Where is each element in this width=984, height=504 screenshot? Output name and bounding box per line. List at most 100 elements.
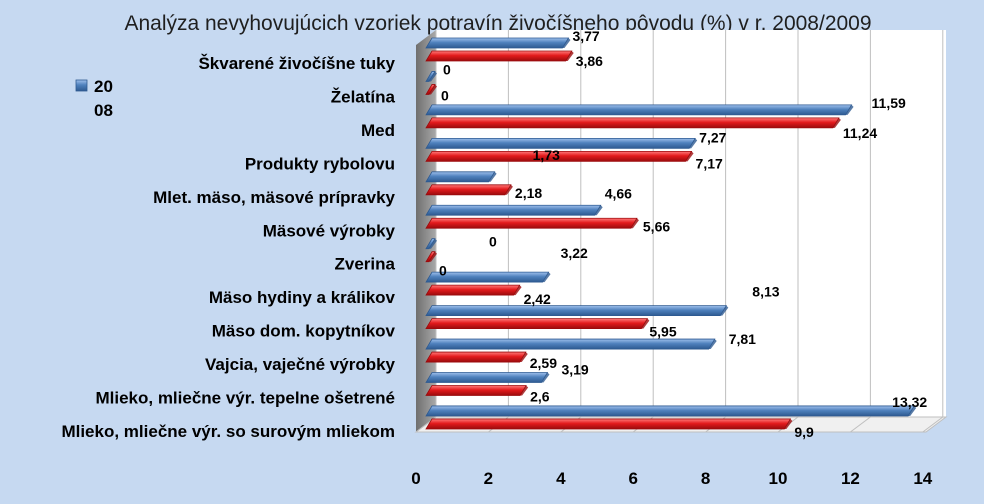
x-tick-label: 12 xyxy=(841,469,860,488)
x-tick-label: 6 xyxy=(628,469,637,488)
bar-end-cap xyxy=(513,285,522,296)
chart-title: Analýza nevyhovujúcich vzoriek potravín … xyxy=(124,12,871,35)
bar-2008 xyxy=(425,204,602,216)
gridline-floor xyxy=(922,416,944,433)
category-label: Mlieko, mliečne výr. tepelne ošetrené xyxy=(95,389,395,408)
bar-2008 xyxy=(425,338,716,350)
bar-end-cap xyxy=(594,205,603,216)
bar-end-cap xyxy=(708,339,717,350)
bar-2009 xyxy=(425,318,649,329)
bar-end-cap xyxy=(562,38,571,48)
bar-2008 xyxy=(425,137,696,149)
category-label: Mäso hydiny a králikov xyxy=(209,288,396,307)
bar-end-cap xyxy=(641,318,650,329)
bar-2009 xyxy=(425,117,840,129)
bar-end-cap xyxy=(519,352,528,363)
data-label-2009: 7,17 xyxy=(696,155,723,171)
data-label-2009: 5,66 xyxy=(643,218,670,234)
category-label: Mlieko, mliečne výr. so surovým mliekom xyxy=(61,422,395,441)
bar-end-cap xyxy=(542,272,551,283)
x-tick-label: 4 xyxy=(556,469,566,488)
data-label-2008: 0 xyxy=(443,61,451,77)
bar-end-cap xyxy=(685,151,694,162)
legend-label-line2: 08 xyxy=(94,101,113,120)
category-label: Produkty rybolovu xyxy=(245,154,395,173)
bar-2008 xyxy=(425,405,915,417)
bar-end-cap xyxy=(720,305,729,316)
x-tick-label: 0 xyxy=(411,469,420,488)
category-labels: Škvarené živočíšne tuky Želatína Med Produk… xyxy=(61,54,395,441)
data-label-2009: 2,42 xyxy=(524,291,551,307)
data-label-2009: 5,95 xyxy=(649,324,676,340)
data-label-2008: 3,22 xyxy=(561,245,588,261)
bar-2009 xyxy=(425,351,527,363)
bar-end-cap xyxy=(832,117,841,128)
bar-2008 xyxy=(425,171,496,183)
bar-2009 xyxy=(425,418,792,430)
category-label: Vajcia, vaječné výrobky xyxy=(205,355,396,374)
bar-2008 xyxy=(425,104,853,116)
data-label-2008: 11,59 xyxy=(872,95,906,111)
data-label-2009: 3,86 xyxy=(576,53,603,69)
bar-end-cap xyxy=(845,104,854,115)
x-tick-label: 8 xyxy=(701,469,710,488)
data-label-2009: 2,59 xyxy=(530,355,557,371)
data-label-2009: 2,18 xyxy=(515,185,542,201)
data-label-2008: 13,32 xyxy=(892,394,927,410)
data-label-2009: 0 xyxy=(439,263,447,279)
bar-end-cap xyxy=(429,251,437,262)
legend-swatch-2008 xyxy=(75,79,88,92)
data-label-2009: 9,9 xyxy=(794,424,814,440)
bar-end-cap xyxy=(689,138,698,149)
bar-end-cap xyxy=(429,84,437,95)
bar-2008 xyxy=(425,372,549,383)
bar-2008 xyxy=(425,37,570,49)
bar-2009 xyxy=(425,284,521,296)
legend-label-line1: 20 xyxy=(94,77,113,96)
bar-2009 xyxy=(425,217,638,229)
x-tick-label: 14 xyxy=(913,469,932,488)
category-label: Želatína xyxy=(331,87,396,106)
bar-end-cap xyxy=(630,218,639,229)
data-labels: 3,77 3,86 0 0 11,59 11,24 7,27 7,17 1,73 2,18 4,66… xyxy=(439,28,927,440)
category-label: Zverina xyxy=(335,255,396,274)
data-label-2008: 3,19 xyxy=(561,362,588,378)
data-label-2008: 8,13 xyxy=(752,284,779,300)
data-label-2009: 2,6 xyxy=(530,389,550,405)
x-tick-label: 10 xyxy=(769,469,788,488)
gridline-floor xyxy=(850,416,871,433)
side-wall xyxy=(416,30,436,432)
x-tick-labels: 0 2 4 6 8 10 12 14 xyxy=(411,469,933,488)
bar-end-cap xyxy=(784,418,793,429)
data-label-2008: 4,66 xyxy=(605,185,632,201)
bar-2009 xyxy=(425,385,527,396)
bar-2009 xyxy=(425,184,512,196)
category-label: Mäso dom. kopytníkov xyxy=(212,322,396,341)
data-label-2008: 3,77 xyxy=(572,28,599,44)
bar-end-cap xyxy=(504,184,513,195)
bar-end-cap xyxy=(908,405,917,416)
bar-end-cap xyxy=(565,51,574,61)
bar-end-cap xyxy=(488,171,497,182)
bar-end-cap xyxy=(541,372,550,383)
legend: 20 08 xyxy=(75,77,113,120)
data-label-2009: 0 xyxy=(441,87,449,103)
category-label: Med xyxy=(361,121,395,140)
bar-end-cap xyxy=(520,385,529,396)
data-label-2008: 7,27 xyxy=(699,129,726,145)
bar-2008 xyxy=(425,305,728,316)
category-label: Mäsové výrobky xyxy=(263,221,396,240)
x-tick-label: 2 xyxy=(484,469,493,488)
data-label-2008: 1,73 xyxy=(533,147,560,163)
data-label-2008: 0 xyxy=(489,234,497,250)
data-label-2008: 7,81 xyxy=(729,331,756,347)
bar-end-cap xyxy=(429,238,437,249)
category-label: Mlet. mäso, mäsové prípravky xyxy=(153,188,395,207)
bar-end-cap xyxy=(429,71,437,82)
bars-group xyxy=(425,37,917,430)
data-label-2009: 11,24 xyxy=(843,125,877,141)
category-label: Škvarené živočíšne tuky xyxy=(198,54,395,73)
bar-2009 xyxy=(425,50,573,62)
